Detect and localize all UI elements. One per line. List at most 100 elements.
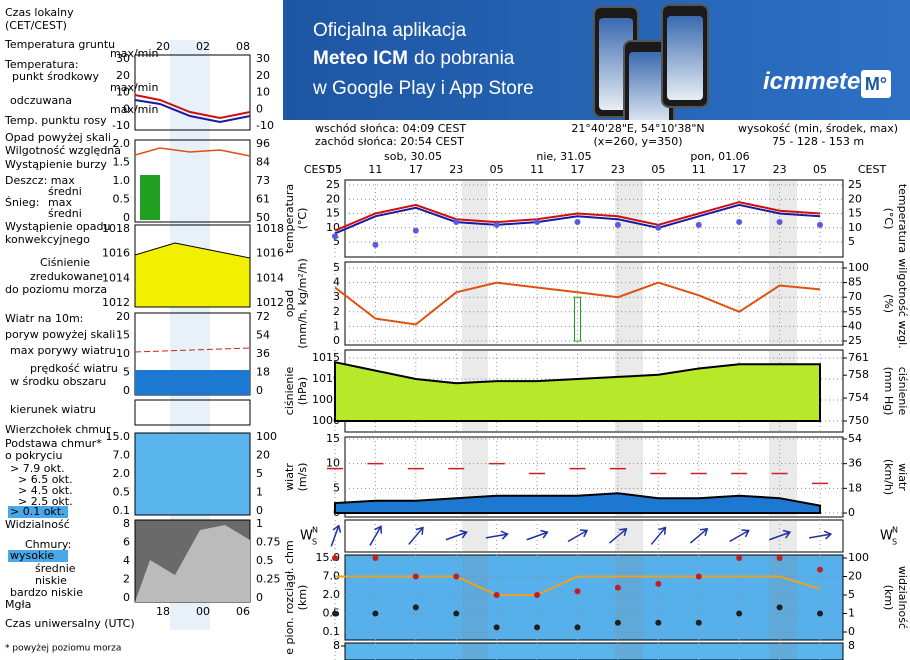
dot <box>695 221 702 228</box>
time-label: 17 <box>732 163 746 176</box>
y2-tick-label: 40 <box>848 319 862 332</box>
mini-tick-label: 0 <box>256 591 263 604</box>
legend-text: wysokie <box>10 549 54 562</box>
dot <box>412 604 419 611</box>
legend-text: Temp. punktu rosy <box>4 114 107 127</box>
legend-text: Mgła <box>5 598 31 611</box>
elevation: 75 - 128 - 153 m <box>772 135 864 148</box>
panel-background <box>344 642 844 660</box>
legend-text: bardzo niskie <box>10 586 83 599</box>
legend-text: konwekcyjnego <box>5 233 90 246</box>
dot <box>534 592 541 598</box>
legend-text: max/min <box>110 47 158 60</box>
area <box>334 360 821 422</box>
legend-text: Temperatura: <box>4 58 79 71</box>
mini-tick-label: 1014 <box>102 271 130 284</box>
y-axis-unit: (km) <box>296 585 309 611</box>
dot <box>453 610 460 617</box>
legend-text: punkt środkowy <box>12 70 100 83</box>
mini-tick-label: 0.75 <box>256 536 281 549</box>
arrow-head <box>579 529 589 538</box>
y-tick-label: 1 <box>333 319 340 332</box>
dot <box>372 555 379 561</box>
dot <box>776 219 783 226</box>
mini-gust <box>134 347 251 353</box>
mini-humidity <box>134 147 251 157</box>
dot <box>614 221 621 228</box>
mini-cloud <box>135 525 250 602</box>
time-label: 11 <box>692 163 706 176</box>
arrow-shaft <box>768 531 791 541</box>
dot <box>736 219 743 226</box>
y-tick-label: 3 <box>333 290 340 303</box>
night-band <box>615 644 643 659</box>
y2-axis-title: temperatura <box>896 184 909 253</box>
area <box>334 492 821 514</box>
y-tick-label: 10 <box>326 457 340 470</box>
mini-tick-label: 20 <box>116 69 130 82</box>
local-time-tick: 20 <box>156 40 170 53</box>
mini-tick-label: 0 <box>123 384 130 397</box>
y2-axis-title: widzialność <box>896 566 909 629</box>
utc-tick: 00 <box>196 605 210 618</box>
mini-panel <box>134 139 251 223</box>
arrow-head <box>699 528 709 537</box>
mini-panel <box>134 432 251 516</box>
local-time-tick: 08 <box>236 40 250 53</box>
y2-tick-label: 25 <box>848 334 862 347</box>
wind-arrow <box>408 526 424 545</box>
dot <box>372 241 379 248</box>
dot <box>655 224 662 231</box>
y-axis-title: wiatr <box>283 463 296 491</box>
legend-text: Deszcz: max <box>5 174 75 187</box>
legend-text: max porywy wiatru <box>10 344 116 357</box>
wind-arrow <box>445 529 468 541</box>
y2-tick-label: 8 <box>848 639 855 652</box>
arrow-shaft <box>369 526 382 546</box>
y-tick-label: 8 <box>333 639 340 652</box>
legend-text: Chmury: <box>25 538 71 551</box>
mini-tick-label: 6 <box>123 536 130 549</box>
legend-highlight <box>8 506 68 518</box>
dot <box>817 610 823 617</box>
legend-text: Śnieg: <box>5 196 39 209</box>
mini-tick-label: 96 <box>256 137 270 150</box>
y2-tick-label: 10 <box>848 221 862 234</box>
y2-tick-label: 5 <box>848 588 855 601</box>
mini-tick-label: 1018 <box>102 222 130 235</box>
y-axis-title: e pion. rozciągł. chm <box>283 540 296 654</box>
mini-tick-label: 4 <box>123 554 130 567</box>
y-tick-label: 1005 <box>312 393 340 406</box>
y2-tick-label: 18 <box>848 481 862 494</box>
banner[interactable]: Oficjalna aplikacja Meteo ICM do pobrania… <box>283 0 910 120</box>
time-zone: CEST <box>858 163 887 176</box>
legend-text: Czas lokalny <box>5 6 74 19</box>
mini-tick-label: 1012 <box>256 296 284 309</box>
mini-tick-label: 1016 <box>256 247 284 260</box>
night-band <box>769 644 797 659</box>
legend-text: o pokryciu <box>5 449 62 462</box>
y2-tick-label: 54 <box>848 432 862 445</box>
banner-line: w Google Play i App Store <box>313 78 534 99</box>
line <box>334 201 821 232</box>
mini-tick-label: 5 <box>123 366 130 379</box>
legend-text: kierunek wiatru <box>10 403 96 416</box>
mini-tick-label: 72 <box>256 310 270 323</box>
wind-arrow <box>485 530 509 540</box>
bar <box>574 296 581 342</box>
legend-text: max/min <box>110 81 158 94</box>
y-axis-unit: (hPa) <box>296 377 309 405</box>
legend-text: > 4.5 okt. <box>18 484 73 497</box>
line <box>334 281 821 326</box>
logo-badge: M° <box>861 70 891 98</box>
y2-tick-label: 1 <box>848 607 855 620</box>
mini-tick-label: 0 <box>256 384 263 397</box>
dot <box>736 555 743 561</box>
coordinates: 21°40'28"E, 54°10'38"N <box>571 122 704 135</box>
mini-temp-line <box>134 99 251 124</box>
mini-tick-label: 2.0 <box>113 137 131 150</box>
mini-tick-label: 5 <box>256 467 263 480</box>
y2-tick-label: 20 <box>848 570 862 583</box>
y2-axis-unit: (km/h) <box>882 459 895 495</box>
y-tick-label: 1015 <box>312 351 340 364</box>
